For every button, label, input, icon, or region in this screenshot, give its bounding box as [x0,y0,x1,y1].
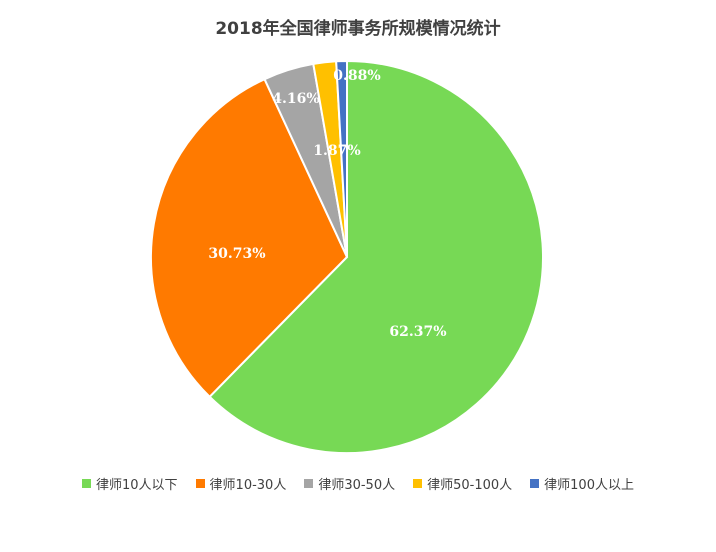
legend-label-30-50: 律师30-50人 [318,478,396,493]
pie-slice-10-below [208,59,544,454]
chart-title: 2018年全国律师事务所规模情况统计 [215,19,501,39]
legend-swatch-10-30 [195,479,205,488]
pie-slice-10-30 [150,77,349,399]
legend-item-50-100: 律师50-100人 [413,474,512,493]
legend-label-10-below: 律师10人以下 [96,478,178,493]
legend-swatch-50-100 [413,479,423,488]
legend-label-10-30: 律师10-30人 [209,478,287,493]
legend-label-50-100: 律师50-100人 [427,478,513,493]
legend-item-30-50: 律师30-50人 [304,474,395,493]
data-label-100-above: 0.88% [333,68,380,84]
data-label-10-below: 62.37% [389,324,446,340]
pie-slice-100-above [335,59,348,258]
legend-label-100-above: 律师100人以上 [544,478,634,493]
legend-item-100-above: 律师100人以上 [530,474,634,493]
legend-item-10-30: 律师10-30人 [195,474,287,493]
legend-item-10-below: 律师10人以下 [82,474,178,493]
data-label-30-50: 4.16% [272,91,319,107]
legend: 律师10人以下 律师10-30人 律师30-50人 律师50-100人 律师100人以上 [0,474,716,493]
legend-swatch-30-50 [304,479,314,488]
data-label-50-100: 1.87% [313,143,360,159]
legend-swatch-100-above [530,479,540,488]
legend-swatch-10-below [82,479,91,488]
data-label-10-30: 30.73% [208,246,265,262]
